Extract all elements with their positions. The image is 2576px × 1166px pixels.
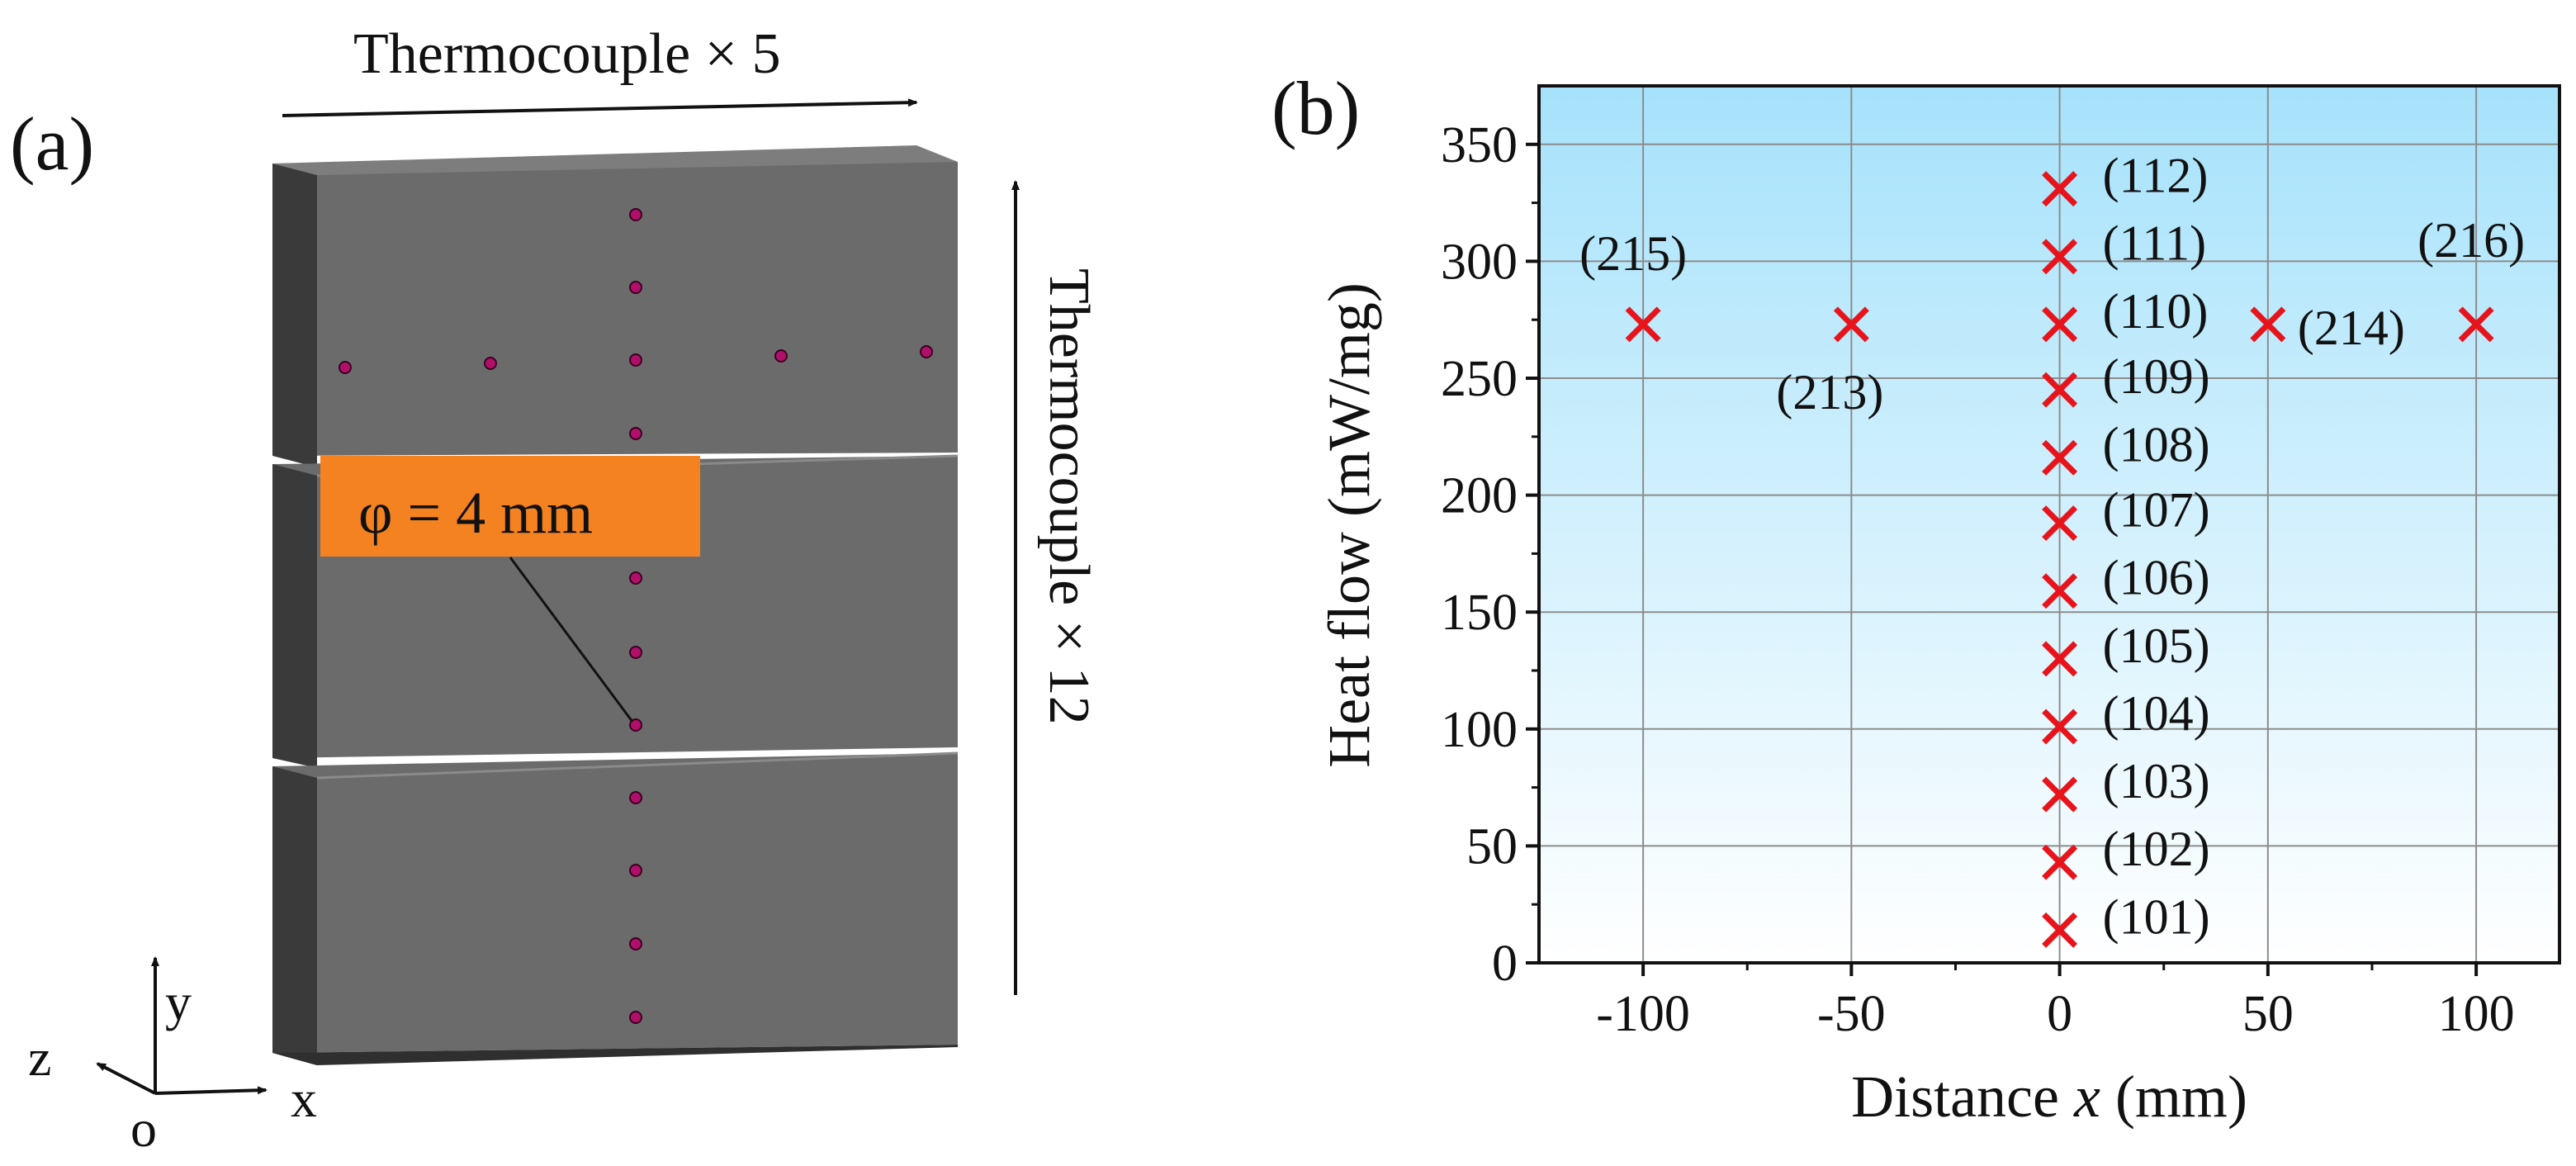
x-marker bbox=[1833, 306, 1869, 343]
point-label: (111) bbox=[2103, 216, 2207, 271]
x-marker bbox=[2458, 306, 2494, 343]
plot-background bbox=[1539, 86, 2559, 963]
point-label: (103) bbox=[2103, 754, 2210, 808]
x-tick-label: -100 bbox=[1596, 986, 1690, 1042]
point-label: (213) bbox=[1776, 365, 1883, 419]
x-marker bbox=[1625, 306, 1661, 343]
panel-a: (a) Thermocouple × 5 Thermocouple × 12 bbox=[10, 22, 1101, 1158]
thermocouple-x-arrow bbox=[282, 98, 918, 117]
axis-z-arrow bbox=[96, 1062, 156, 1095]
block-top-front bbox=[272, 162, 958, 456]
thermocouple-dot bbox=[484, 357, 497, 370]
x-marker bbox=[2042, 505, 2078, 542]
x-tick-labels: -100 -50 0 50 100 bbox=[1596, 986, 2514, 1042]
thermocouple-y-label: Thermocouple × 12 bbox=[1037, 268, 1101, 725]
x-tick-label: 0 bbox=[2047, 986, 2072, 1042]
x-axis-title: Distance x (mm) bbox=[1851, 1064, 2247, 1130]
thermocouple-dot bbox=[629, 646, 642, 659]
y-tick-label: 150 bbox=[1441, 585, 1518, 641]
point-label: (104) bbox=[2103, 686, 2210, 741]
thermocouple-dot bbox=[629, 281, 642, 294]
point-label: (216) bbox=[2417, 213, 2525, 268]
block-bottom bbox=[272, 751, 959, 1065]
axis-z-label: z bbox=[28, 1028, 51, 1087]
point-label: (106) bbox=[2103, 551, 2210, 605]
point-label: (101) bbox=[2103, 889, 2210, 944]
block-bottom-seam bbox=[316, 751, 959, 780]
x-marker bbox=[2042, 372, 2078, 408]
thermocouple-dot bbox=[629, 427, 642, 440]
thermocouple-dot bbox=[629, 1011, 642, 1024]
callout-box bbox=[320, 456, 700, 557]
y-tick-label: 0 bbox=[1492, 936, 1518, 992]
block-bottom-front bbox=[272, 753, 958, 1053]
thermocouple-dot bbox=[629, 864, 642, 877]
axis-o-label: o bbox=[130, 1099, 157, 1158]
x-marker bbox=[2042, 776, 2078, 813]
axis-y-label: y bbox=[165, 973, 192, 1031]
x-marker bbox=[2042, 844, 2078, 880]
x-tick-label: 100 bbox=[2438, 986, 2515, 1042]
point-label: (102) bbox=[2103, 822, 2210, 876]
point-label: (105) bbox=[2103, 619, 2210, 673]
axis-x-arrow bbox=[154, 1086, 268, 1095]
x-marker bbox=[2042, 306, 2078, 343]
point-label: (110) bbox=[2103, 284, 2209, 339]
thermocouple-dot bbox=[629, 791, 642, 804]
thermocouple-dot bbox=[339, 361, 352, 374]
x-marker bbox=[2042, 573, 2078, 609]
y-tick-label: 100 bbox=[1441, 702, 1518, 758]
x-tick-label: 50 bbox=[2242, 986, 2294, 1042]
y-tick-label: 300 bbox=[1441, 234, 1518, 290]
thermocouple-row bbox=[339, 345, 933, 374]
panel-a-label: (a) bbox=[10, 102, 94, 186]
thermocouple-dot bbox=[629, 937, 642, 950]
x-marker bbox=[2042, 912, 2078, 948]
y-tick-label: 250 bbox=[1441, 351, 1518, 407]
callout-leader bbox=[509, 557, 634, 723]
thermocouple-dot bbox=[774, 349, 788, 363]
block-middle-side bbox=[272, 464, 317, 768]
x-tick-label: -50 bbox=[1817, 986, 1886, 1042]
x-marker bbox=[2250, 306, 2286, 343]
x-marker bbox=[2042, 641, 2078, 677]
point-label: (107) bbox=[2103, 483, 2210, 538]
point-label: (108) bbox=[2103, 417, 2210, 472]
panel-b: (b) -100 -50 0 50 100 050100150200250300350 … bbox=[1271, 66, 2561, 1130]
point-label: (215) bbox=[1579, 226, 1687, 281]
y-tick-label: 50 bbox=[1466, 818, 1518, 874]
axis-x-label: x bbox=[291, 1069, 317, 1128]
thermocouple-dot bbox=[629, 571, 642, 585]
thermocouple-column bbox=[629, 208, 642, 1024]
point-labels: (101) (102) (103) (104) (105) (106) (107) (108)… bbox=[1579, 149, 2525, 945]
point-label: (109) bbox=[2103, 349, 2210, 404]
y-tick-labels: 0 50 100 150 200 250 300 350 bbox=[1441, 117, 1518, 992]
point-label: (214) bbox=[2298, 301, 2405, 355]
thermocouple-dot bbox=[629, 208, 642, 221]
y-tick-label: 200 bbox=[1441, 468, 1518, 524]
callout-text: φ = 4 mm bbox=[358, 480, 593, 546]
plot-frame bbox=[1537, 84, 2561, 965]
thermocouple-dot bbox=[629, 353, 642, 367]
panel-b-label: (b) bbox=[1271, 66, 1360, 150]
axis-triad: y x z o bbox=[28, 956, 317, 1158]
block-bottom-side bbox=[272, 766, 317, 1065]
block-top bbox=[272, 145, 958, 467]
block-bottom-base bbox=[272, 1045, 958, 1065]
block-top-cap bbox=[272, 145, 958, 175]
x-marker bbox=[2042, 239, 2078, 275]
thermocouple-x-label: Thermocouple × 5 bbox=[353, 22, 781, 86]
x-marker bbox=[2042, 171, 2078, 207]
x-marker bbox=[2042, 709, 2078, 745]
y-tick-label: 350 bbox=[1441, 117, 1518, 173]
thermocouple-dot bbox=[920, 345, 933, 358]
y-axis-title: Heat flow (mW/mg) bbox=[1316, 282, 1382, 768]
point-label: (112) bbox=[2103, 149, 2209, 203]
thermocouple-dot bbox=[629, 718, 642, 732]
x-marker bbox=[2042, 439, 2078, 476]
block-top-side bbox=[272, 164, 317, 467]
data-markers bbox=[1625, 171, 2494, 948]
